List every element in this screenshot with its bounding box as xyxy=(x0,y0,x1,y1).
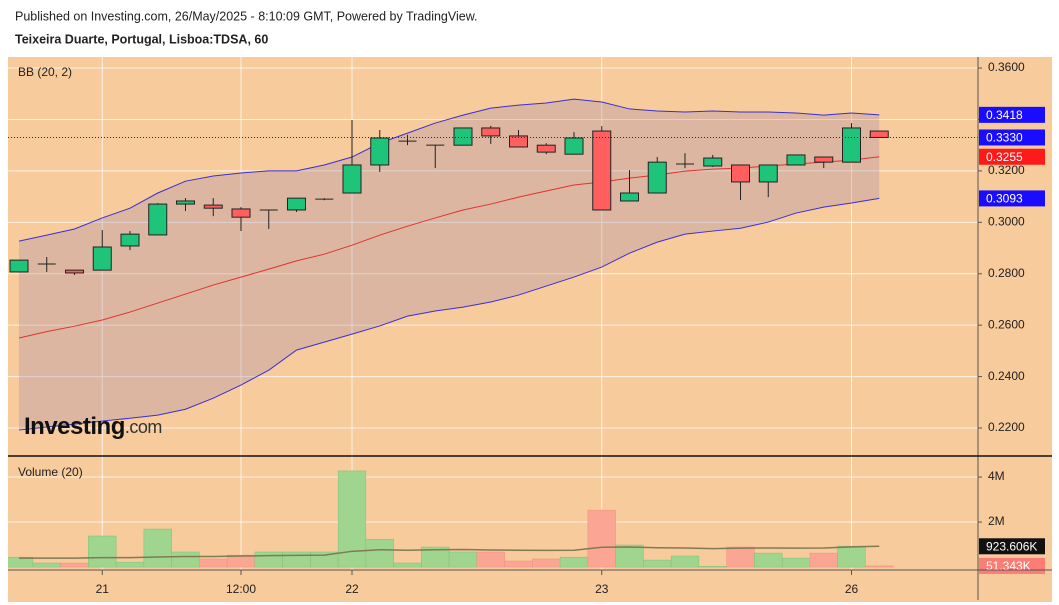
candle-body xyxy=(509,135,528,148)
volume-bar xyxy=(88,535,117,568)
y-tick-label: 0.2600 xyxy=(988,317,1025,331)
x-tick-label: 21 xyxy=(96,582,110,596)
y-tick-label: 0.2800 xyxy=(988,266,1025,280)
candle-body xyxy=(176,200,195,205)
volume-bar xyxy=(698,566,727,568)
candle-body xyxy=(758,164,778,183)
candle-body xyxy=(786,154,806,166)
volume-bar xyxy=(448,551,478,568)
volume-bar xyxy=(171,551,200,568)
price-label-box xyxy=(979,190,1045,207)
candle-body xyxy=(370,137,390,166)
candle-body xyxy=(564,137,584,155)
y-tick-label: 0.2400 xyxy=(988,369,1025,383)
volume-bar xyxy=(8,556,34,568)
candle-body xyxy=(481,127,501,137)
pane xyxy=(8,470,978,568)
y-tick-label: 4M xyxy=(988,469,1005,483)
y-tick-label: 0.3000 xyxy=(988,214,1025,228)
candle-body xyxy=(536,144,556,153)
y-tick-label: 2M xyxy=(988,514,1005,528)
pane-title: Volume (20) xyxy=(18,465,83,479)
volume-bar xyxy=(643,559,672,568)
candle-body xyxy=(703,157,723,167)
x-tick-label: 22 xyxy=(345,582,359,596)
candle-body xyxy=(287,197,306,211)
candle-body xyxy=(231,208,251,218)
candle-body xyxy=(592,130,612,211)
symbol-title: Teixeira Duarte, Portugal, Lisboa:TDSA, … xyxy=(15,32,268,46)
publish-info: Published on Investing.com, 26/May/2025 … xyxy=(15,9,478,23)
candle-body xyxy=(92,246,112,271)
price-label-box xyxy=(979,129,1045,146)
volume-bar xyxy=(865,565,894,568)
candle-body xyxy=(453,127,473,146)
volume-bar xyxy=(115,561,145,568)
volume-bar xyxy=(60,562,89,568)
volume-bar xyxy=(587,509,616,568)
price-label: 0.3418 xyxy=(986,108,1023,122)
price-label-box xyxy=(979,538,1045,555)
candle-body xyxy=(647,161,667,194)
volume-bar xyxy=(670,555,700,568)
logo-main: Investing xyxy=(24,413,125,440)
candle-body xyxy=(120,233,140,247)
volume-bar xyxy=(559,556,589,568)
price-label: 0.3093 xyxy=(986,192,1023,206)
volume-bar xyxy=(754,552,783,568)
x-tick-label: 23 xyxy=(595,582,609,596)
price-label-box xyxy=(979,106,1045,123)
volume-bar xyxy=(254,551,283,568)
volume-bar xyxy=(726,546,755,568)
price-label-box xyxy=(979,148,1045,165)
volume-bar xyxy=(615,544,644,568)
volume-bar xyxy=(32,562,61,568)
price-label: 0.3330 xyxy=(986,131,1023,145)
logo: Investing.com xyxy=(24,413,162,440)
volume-ma xyxy=(19,545,880,559)
volume-bar xyxy=(532,558,561,568)
chart-background xyxy=(8,57,1052,602)
pane-title: BB (20, 2) xyxy=(18,65,72,79)
logo-suffix: .com xyxy=(125,417,162,437)
volume-bar xyxy=(476,551,505,568)
candle-body xyxy=(731,164,750,183)
pane xyxy=(8,67,978,431)
volume-bar xyxy=(365,538,394,568)
volume-bar xyxy=(199,558,228,568)
band-line xyxy=(18,98,880,242)
x-tick-label: 12:00 xyxy=(226,582,256,596)
candle-body xyxy=(65,269,84,274)
candle-body xyxy=(203,204,223,209)
price-label: 51.343K xyxy=(986,559,1031,573)
candle-body xyxy=(148,203,168,236)
y-tick-label: 0.2200 xyxy=(988,420,1025,434)
candle-body xyxy=(869,130,889,138)
volume-bar xyxy=(143,528,172,568)
candle-body xyxy=(842,127,861,163)
y-tick-label: 0.3600 xyxy=(988,60,1025,74)
volume-bar xyxy=(837,545,866,568)
x-tick-label: 26 xyxy=(845,582,859,596)
volume-bar xyxy=(504,560,533,568)
volume-bar xyxy=(282,551,311,568)
candle-body xyxy=(814,156,834,163)
volume-bar xyxy=(809,552,838,568)
y-tick-label: 0.3200 xyxy=(988,163,1025,177)
volume-bar xyxy=(393,562,422,568)
candle-body xyxy=(9,259,29,273)
price-label: 923.606K xyxy=(986,539,1037,553)
volume-bar xyxy=(781,557,811,568)
candle-body xyxy=(620,192,639,202)
price-label: 0.3255 xyxy=(986,150,1023,164)
band-line xyxy=(18,197,880,431)
candle-body xyxy=(342,164,362,194)
